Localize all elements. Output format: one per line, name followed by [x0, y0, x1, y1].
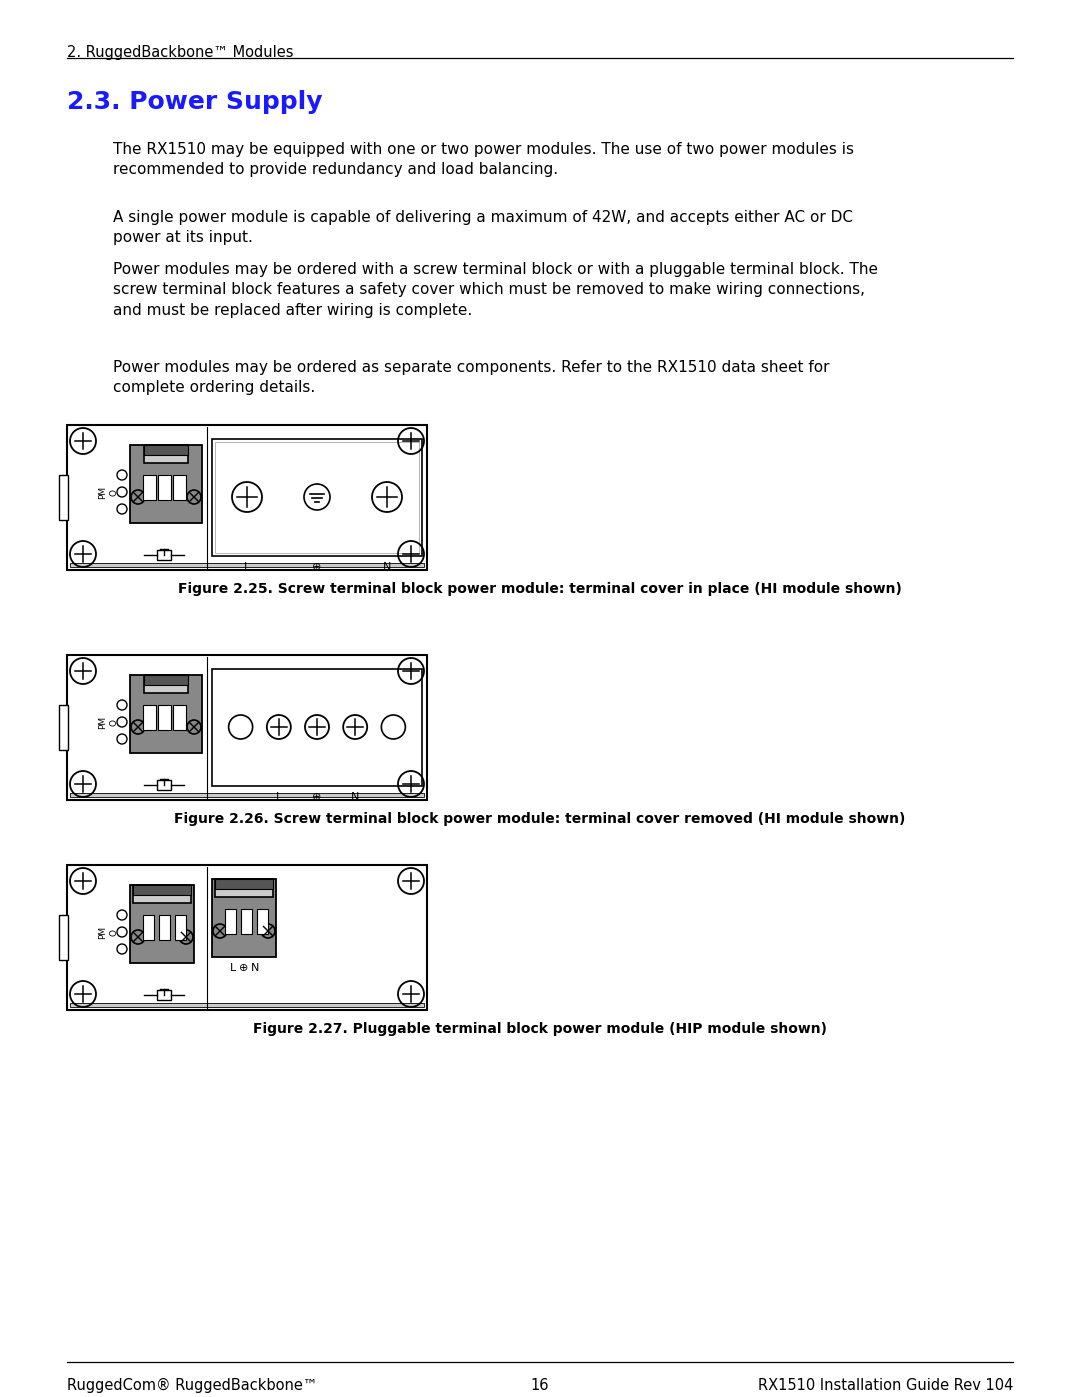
Text: ⊕: ⊕ [240, 963, 248, 972]
Text: N: N [251, 963, 259, 972]
Bar [215, 441, 419, 553]
Text: The RX1510 may be equipped with one or two power modules. The use of two power m: The RX1510 may be equipped with one or t… [113, 142, 854, 177]
Bar [59, 475, 68, 520]
Bar [143, 705, 156, 731]
Bar [59, 915, 68, 960]
Bar [173, 705, 186, 731]
Text: Figure 2.27. Pluggable terminal block power module (HIP module shown): Figure 2.27. Pluggable terminal block po… [253, 1023, 827, 1037]
Bar [144, 446, 188, 462]
Text: L: L [230, 963, 237, 972]
Bar [143, 915, 154, 940]
Bar [157, 990, 171, 1000]
Bar [241, 909, 252, 935]
Text: O: O [109, 929, 119, 936]
Text: RX1510 Installation Guide Rev 104: RX1510 Installation Guide Rev 104 [758, 1377, 1013, 1393]
Text: A single power module is capable of delivering a maximum of 42W, and accepts eit: A single power module is capable of deli… [113, 210, 853, 246]
Text: 2.3. Power Supply: 2.3. Power Supply [67, 89, 323, 115]
Text: Power modules may be ordered as separate components. Refer to the RX1510 data sh: Power modules may be ordered as separate… [113, 360, 829, 395]
Bar [212, 879, 276, 957]
Bar [157, 550, 171, 560]
Text: O: O [109, 718, 119, 725]
Text: O: O [109, 489, 119, 496]
Bar [173, 475, 186, 500]
Text: N: N [351, 792, 360, 802]
Text: N: N [382, 562, 391, 571]
Bar [70, 793, 424, 798]
Text: PM: PM [98, 925, 108, 939]
Bar [67, 655, 427, 800]
Bar [159, 915, 170, 940]
Bar [157, 780, 171, 789]
Text: Power modules may be ordered with a screw terminal block or with a pluggable ter: Power modules may be ordered with a scre… [113, 263, 878, 317]
Bar [130, 675, 202, 753]
Bar [70, 563, 424, 567]
Bar [175, 915, 186, 940]
Bar [215, 879, 273, 888]
Bar [133, 886, 191, 902]
Text: PM: PM [98, 715, 108, 729]
Text: L: L [244, 562, 251, 571]
Bar [67, 425, 427, 570]
Bar [257, 909, 268, 935]
Bar [144, 675, 188, 685]
Bar [70, 1003, 424, 1007]
Bar [158, 705, 171, 731]
Bar [212, 669, 422, 787]
Text: Figure 2.25. Screw terminal block power module: terminal cover in place (HI modu: Figure 2.25. Screw terminal block power … [178, 583, 902, 597]
Text: L: L [275, 792, 282, 802]
Bar [59, 705, 68, 750]
Text: ⊕: ⊕ [312, 562, 322, 571]
Text: 16: 16 [530, 1377, 550, 1393]
Bar [215, 879, 273, 897]
Text: PM: PM [98, 485, 108, 499]
Bar [130, 446, 202, 522]
Bar [67, 865, 427, 1010]
Text: RuggedCom® RuggedBackbone™: RuggedCom® RuggedBackbone™ [67, 1377, 318, 1393]
Bar [144, 675, 188, 693]
Bar [212, 439, 422, 556]
Text: Figure 2.26. Screw terminal block power module: terminal cover removed (HI modul: Figure 2.26. Screw terminal block power … [174, 812, 906, 826]
Bar [144, 446, 188, 455]
Text: ⊕: ⊕ [312, 792, 322, 802]
Bar [133, 886, 191, 895]
Text: 2. RuggedBackbone™ Modules: 2. RuggedBackbone™ Modules [67, 45, 294, 60]
Bar [158, 475, 171, 500]
Bar [225, 909, 237, 935]
Bar [143, 475, 156, 500]
Bar [130, 886, 194, 963]
